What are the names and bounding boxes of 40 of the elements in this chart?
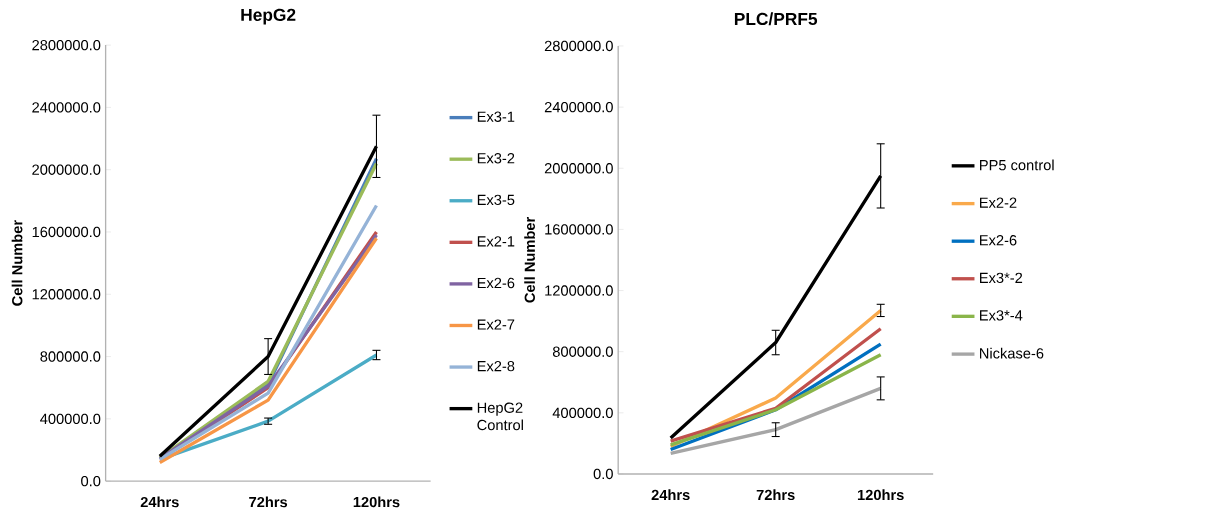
legend-label: Ex3-5 <box>477 194 515 206</box>
y-tick-label: 0.0 <box>593 468 613 480</box>
x-tick-label: 120hrs <box>353 496 400 508</box>
y-tick-label: 2800000.0 <box>544 40 613 52</box>
chart-title: HepG2 <box>241 8 296 25</box>
x-tick-label: 72hrs <box>249 496 288 508</box>
legend-label: Ex2-1 <box>477 236 515 247</box>
legend-label: Ex2-8 <box>477 360 515 372</box>
legend-label: Ex3*-2 <box>980 272 1023 284</box>
y-tick-label: 2000000.0 <box>32 164 101 175</box>
chart-title: PLC/PRF5 <box>734 12 818 26</box>
y-tick-label: 0.0 <box>81 475 101 487</box>
y-tick-label: 2400000.0 <box>544 101 613 113</box>
y-tick-label: 400000.0 <box>40 413 101 425</box>
legend-label: Ex3-1 <box>477 111 515 122</box>
legend-label: PP5 control <box>980 159 1054 171</box>
x-tick-label: 24hrs <box>651 489 690 501</box>
y-tick-label: 1600000.0 <box>545 224 613 235</box>
legend-label: Ex2-7 <box>477 319 515 330</box>
y-axis-title: Cell Number <box>11 220 23 306</box>
legend-label: HepG2 Control <box>477 402 523 431</box>
y-tick-label: 1600000.0 <box>32 226 101 238</box>
legend-label: Nickase-6 <box>980 347 1044 359</box>
y-tick-label: 800000.0 <box>552 346 613 357</box>
legend-label: Ex3-2 <box>477 153 515 164</box>
x-tick-label: 120hrs <box>857 489 904 501</box>
y-tick-label: 400000.0 <box>552 407 613 419</box>
legend-label: Ex2-2 <box>980 197 1017 208</box>
legend-label: Ex2-6 <box>980 235 1017 246</box>
y-tick-label: 2800000.0 <box>32 39 101 51</box>
y-tick-label: 1200000.0 <box>545 285 613 296</box>
x-tick-label: 72hrs <box>756 489 795 501</box>
legend-label: Ex3*-4 <box>980 310 1023 321</box>
y-tick-label: 2000000.0 <box>544 163 613 174</box>
y-tick-label: 800000.0 <box>40 351 101 362</box>
y-axis-title: Cell Number <box>524 217 535 303</box>
legend-label: Ex2-6 <box>477 277 515 289</box>
x-tick-label: 24hrs <box>140 496 179 508</box>
y-tick-label: 2400000.0 <box>32 102 101 113</box>
y-tick-label: 1200000.0 <box>32 289 101 300</box>
